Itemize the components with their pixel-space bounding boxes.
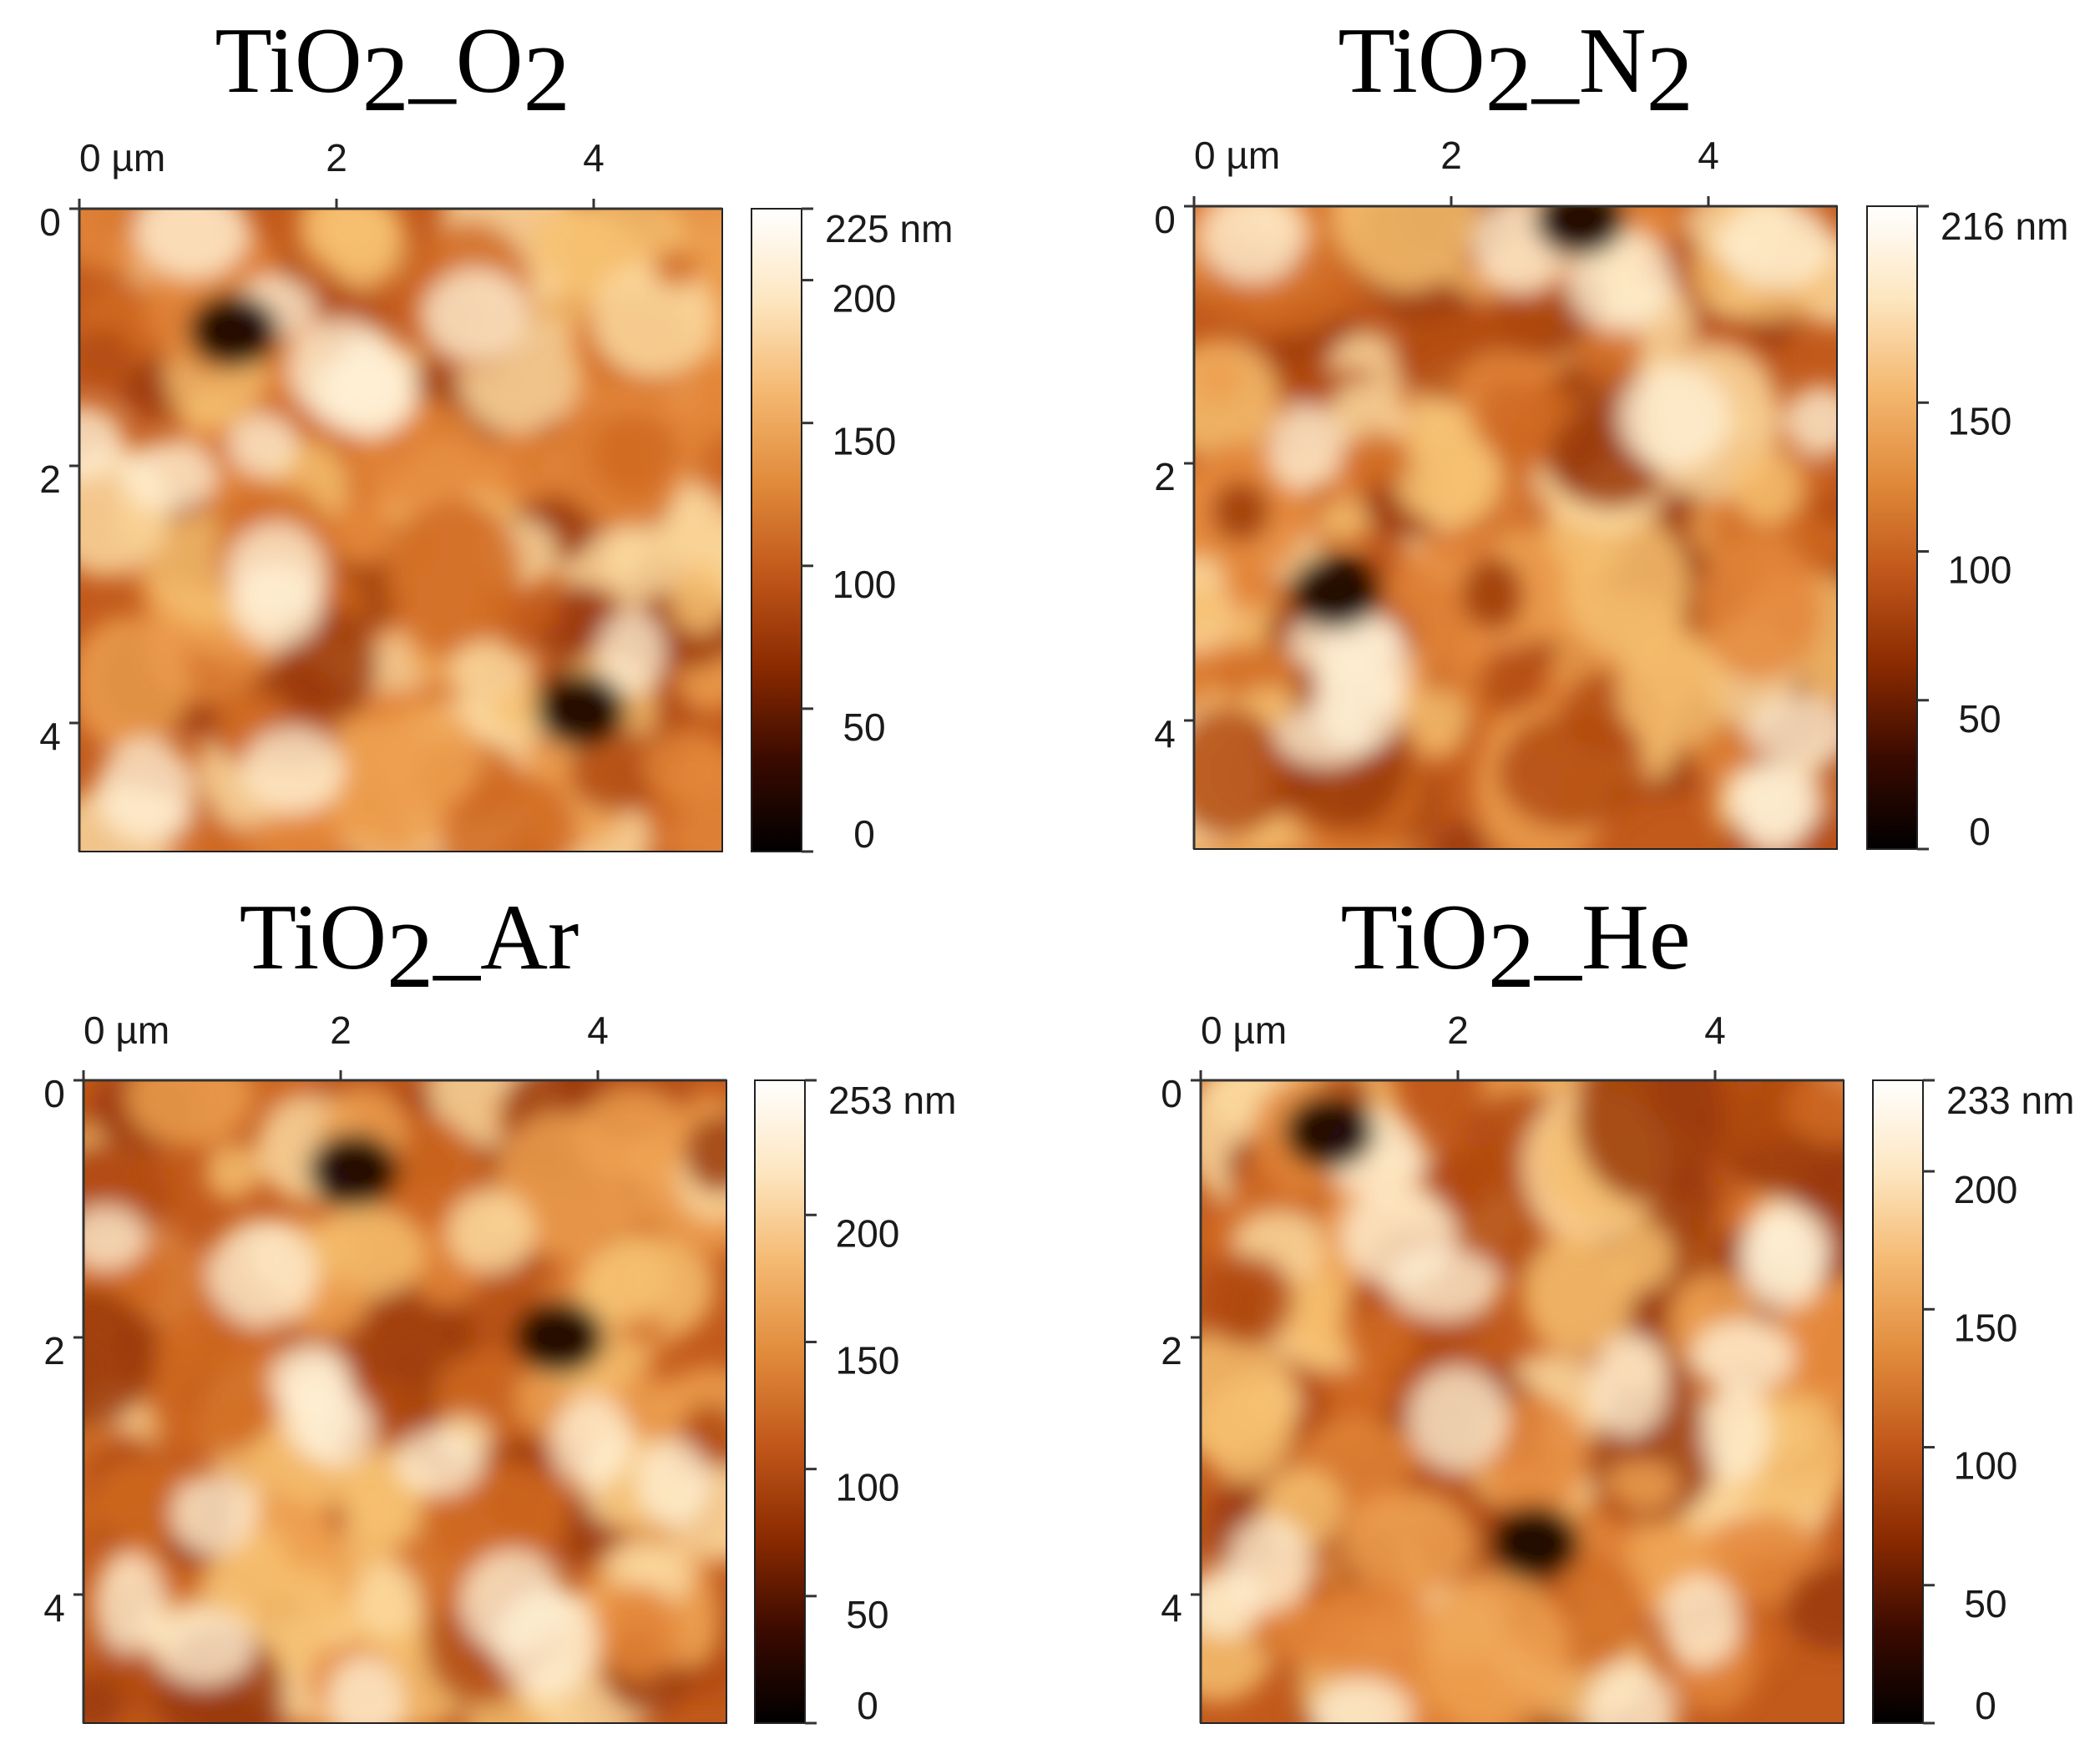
colorbar-tick-label: 100 [1954, 1444, 2018, 1488]
colorbar [1873, 1080, 1923, 1723]
colorbar-tick-label: 100 [1948, 548, 2012, 592]
y-tick-label: 0 [39, 200, 61, 244]
height-map [1201, 1080, 1844, 1723]
colorbar [755, 1080, 805, 1723]
colorbar [1867, 206, 1917, 849]
colorbar-tick-label: 100 [832, 563, 897, 606]
colorbar-tick-label: 100 [836, 1466, 900, 1509]
colorbar-tick-label: 0 [853, 812, 875, 856]
colorbar-tick-label: 200 [1954, 1168, 2018, 1211]
colorbar-tick-label: 200 [832, 277, 897, 321]
panel-title: TiO2_N2 [1338, 9, 1693, 131]
y-tick-label: 2 [1154, 455, 1176, 498]
panel-title: TiO2_Ar [240, 886, 579, 1008]
colorbar-tick-label: 150 [832, 420, 897, 463]
colorbar-max-label: 216 nm [1941, 205, 2068, 248]
height-map [79, 209, 722, 852]
x-axis-unit-label: 0 µm [1194, 134, 1280, 177]
colorbar-tick-label: 150 [1948, 399, 2012, 442]
y-tick-label: 4 [1154, 712, 1176, 756]
x-tick-label: 2 [1440, 134, 1462, 177]
colorbar-tick-label: 150 [1954, 1306, 2018, 1349]
afm-panel-3: TiO2_Ar 0 µm 2 4 0 2 4 253 nm 0 50 100 150 200 [43, 886, 956, 1727]
colorbar-max-label: 253 nm [828, 1079, 956, 1122]
panel-title: TiO2_He [1340, 886, 1690, 1008]
afm-panel-1: TiO2_O2 0 µm 2 4 0 2 4 225 nm 0 50 100 150 200 [39, 9, 953, 856]
y-tick-label: 2 [43, 1329, 65, 1372]
x-tick-label: 4 [1698, 134, 1719, 177]
colorbar-tick-label: 150 [836, 1338, 900, 1382]
colorbar-tick-label: 50 [846, 1593, 888, 1636]
colorbar-tick-label: 200 [836, 1211, 900, 1255]
x-tick-label: 4 [587, 1008, 609, 1052]
height-map [1194, 206, 1837, 849]
y-tick-label: 4 [43, 1586, 65, 1630]
colorbar-tick-label: 0 [1969, 810, 1991, 853]
x-axis-unit-label: 0 µm [79, 136, 165, 179]
colorbar-max-label: 225 nm [825, 207, 953, 250]
y-tick-label: 4 [1161, 1586, 1182, 1630]
colorbar-tick-label: 50 [1964, 1582, 2006, 1625]
y-tick-label: 0 [43, 1072, 65, 1115]
y-tick-label: 2 [1161, 1329, 1182, 1372]
height-map [83, 1080, 726, 1723]
y-tick-label: 0 [1154, 198, 1176, 241]
colorbar [751, 209, 802, 852]
colorbar-tick-label: 0 [857, 1684, 878, 1727]
colorbar-tick-label: 50 [1958, 697, 2001, 741]
y-tick-label: 2 [39, 457, 61, 501]
x-tick-label: 2 [1447, 1008, 1469, 1052]
colorbar-max-label: 233 nm [1946, 1079, 2074, 1122]
colorbar-tick-label: 0 [1975, 1684, 1996, 1727]
afm-panel-2: TiO2_N2 0 µm 2 4 0 2 4 216 nm 0 50 100 150 [1154, 9, 2068, 853]
y-tick-label: 0 [1161, 1072, 1182, 1115]
x-tick-label: 4 [1704, 1008, 1726, 1052]
x-axis-unit-label: 0 µm [83, 1008, 170, 1052]
panel-title: TiO2_O2 [215, 9, 569, 131]
afm-panel-4: TiO2_He 0 µm 2 4 0 2 4 233 nm 0 50 100 150 200 [1161, 886, 2074, 1727]
x-axis-unit-label: 0 µm [1201, 1008, 1287, 1052]
y-tick-label: 4 [39, 715, 61, 758]
x-tick-label: 2 [330, 1008, 352, 1052]
x-tick-label: 4 [583, 136, 605, 179]
colorbar-tick-label: 50 [843, 705, 885, 749]
x-tick-label: 2 [326, 136, 347, 179]
